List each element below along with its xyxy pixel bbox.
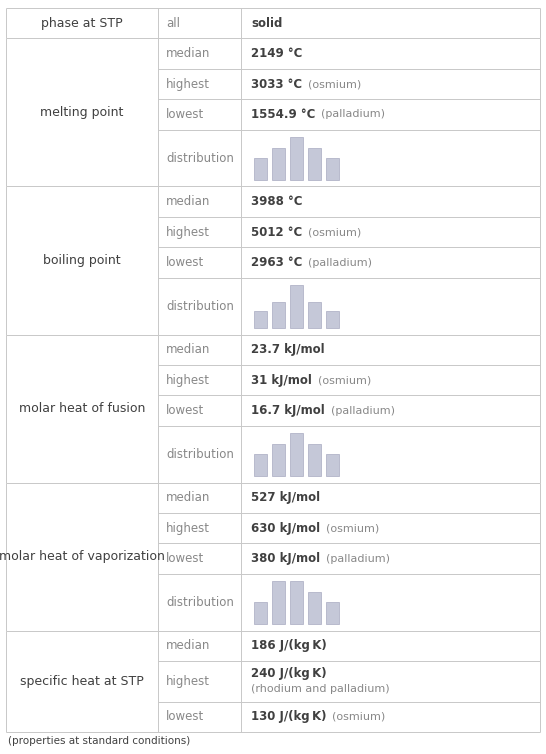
Text: median: median [166, 195, 211, 208]
Bar [254, 602, 267, 624]
Bar [272, 148, 285, 179]
Bar [308, 592, 321, 624]
Text: 186 J/(kg K): 186 J/(kg K) [251, 639, 327, 652]
Text: 1554.9 °C: 1554.9 °C [251, 108, 316, 121]
Text: 31 kJ/mol: 31 kJ/mol [251, 374, 312, 387]
Text: all: all [166, 17, 180, 29]
Text: lowest: lowest [166, 404, 204, 417]
Text: 240 J/(kg K): 240 J/(kg K) [251, 667, 327, 681]
Text: (osmium): (osmium) [318, 375, 371, 385]
Text: (palladium): (palladium) [331, 406, 395, 415]
Text: solid: solid [251, 17, 282, 29]
Text: 3988 °C: 3988 °C [251, 195, 302, 208]
Text: melting point: melting point [40, 106, 124, 119]
Text: 16.7 kJ/mol: 16.7 kJ/mol [251, 404, 325, 417]
Bar [290, 433, 303, 476]
Text: distribution: distribution [166, 448, 234, 461]
Text: highest: highest [166, 225, 210, 238]
Bar [254, 455, 267, 476]
Text: (osmium): (osmium) [308, 227, 361, 237]
Text: lowest: lowest [166, 256, 204, 269]
Text: (palladium): (palladium) [322, 109, 385, 119]
Text: (palladium): (palladium) [326, 553, 390, 563]
Text: molar heat of fusion: molar heat of fusion [19, 402, 145, 415]
Text: (rhodium and palladium): (rhodium and palladium) [251, 684, 390, 694]
Text: (properties at standard conditions): (properties at standard conditions) [8, 736, 190, 746]
Text: (osmium): (osmium) [333, 712, 385, 722]
Text: highest: highest [166, 78, 210, 90]
Bar [272, 444, 285, 476]
Text: 3033 °C: 3033 °C [251, 78, 302, 90]
Text: lowest: lowest [166, 108, 204, 121]
Text: molar heat of vaporization: molar heat of vaporization [0, 550, 165, 563]
Bar [308, 444, 321, 476]
Text: 130 J/(kg K): 130 J/(kg K) [251, 710, 327, 723]
Text: boiling point: boiling point [43, 254, 121, 267]
Text: median: median [166, 48, 211, 60]
Text: highest: highest [166, 522, 210, 535]
Text: 527 kJ/mol: 527 kJ/mol [251, 492, 320, 504]
Text: (palladium): (palladium) [308, 258, 372, 268]
Bar [290, 285, 303, 328]
Text: 2963 °C: 2963 °C [251, 256, 302, 269]
Text: highest: highest [166, 374, 210, 387]
Text: 2149 °C: 2149 °C [251, 48, 302, 60]
Bar [308, 302, 321, 328]
Text: specific heat at STP: specific heat at STP [20, 675, 144, 688]
Text: 380 kJ/mol: 380 kJ/mol [251, 552, 320, 565]
Text: phase at STP: phase at STP [41, 17, 123, 29]
Text: median: median [166, 343, 211, 356]
Bar [272, 302, 285, 328]
Text: distribution: distribution [166, 299, 234, 313]
Text: distribution: distribution [166, 596, 234, 608]
Text: lowest: lowest [166, 710, 204, 723]
Text: median: median [166, 639, 211, 652]
Text: highest: highest [166, 675, 210, 688]
Bar [326, 311, 339, 328]
Bar [272, 581, 285, 624]
Text: (osmium): (osmium) [308, 79, 361, 89]
Bar [254, 158, 267, 179]
Bar [254, 311, 267, 328]
Bar [308, 148, 321, 179]
Text: lowest: lowest [166, 552, 204, 565]
Text: distribution: distribution [166, 152, 234, 164]
Text: 5012 °C: 5012 °C [251, 225, 302, 238]
Text: 23.7 kJ/mol: 23.7 kJ/mol [251, 343, 324, 356]
Text: 630 kJ/mol: 630 kJ/mol [251, 522, 320, 535]
Bar [326, 158, 339, 179]
Bar [326, 455, 339, 476]
Text: median: median [166, 492, 211, 504]
Bar [326, 602, 339, 624]
Text: (osmium): (osmium) [326, 523, 379, 533]
Bar [290, 137, 303, 179]
Bar [290, 581, 303, 624]
